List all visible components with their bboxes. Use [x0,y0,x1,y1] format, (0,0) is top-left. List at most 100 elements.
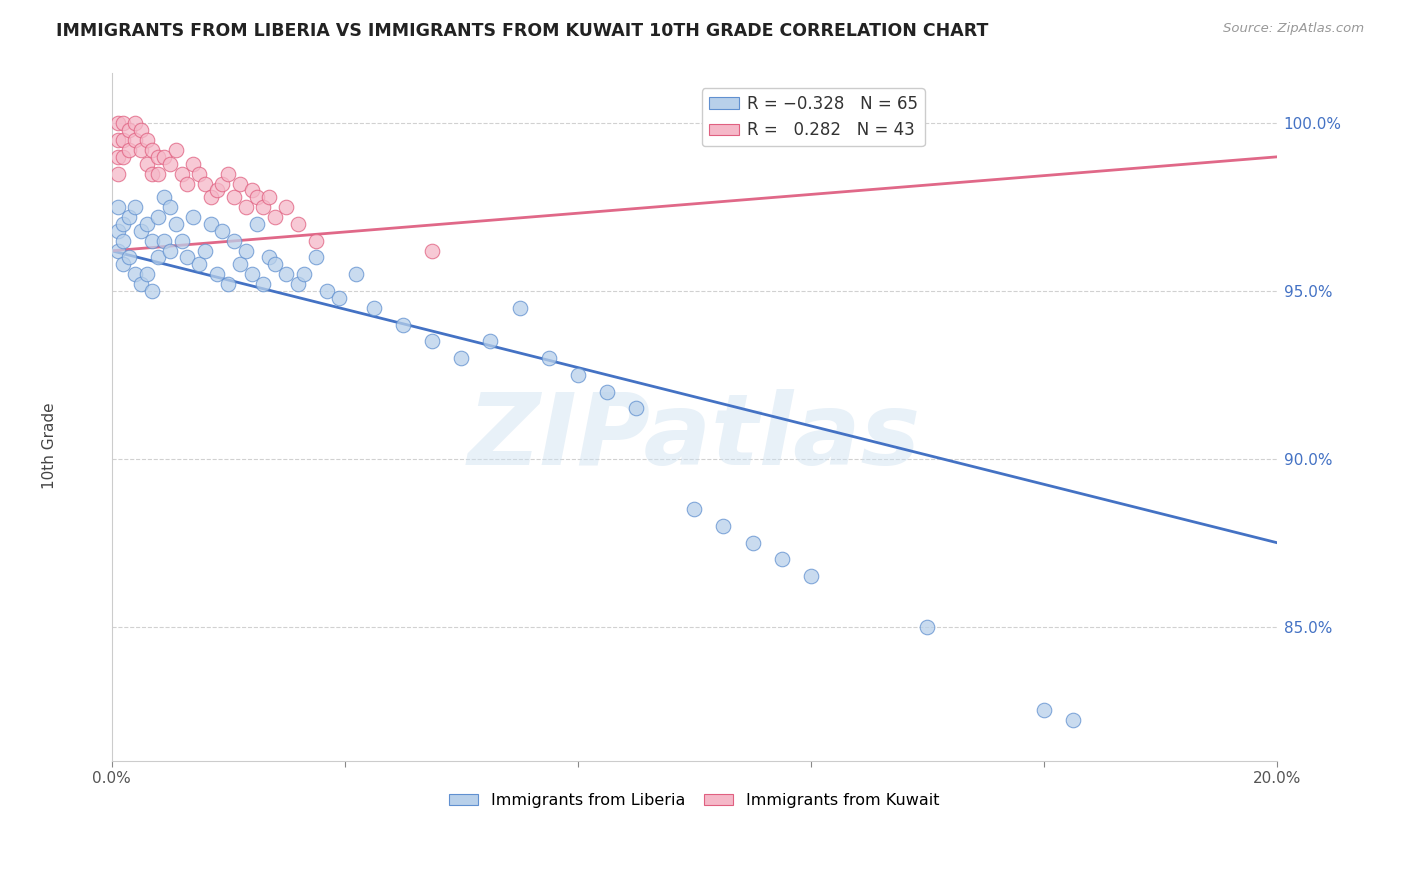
Point [363,301,385,315]
Point [537,351,560,366]
Point [153,234,176,248]
Point [246,217,269,231]
Point [770,552,793,566]
Point [148,167,170,181]
Point [222,190,245,204]
Point [135,267,157,281]
Point [217,167,239,181]
Point [141,167,163,181]
Point [176,177,198,191]
Point [304,234,326,248]
Point [683,502,706,516]
Point [112,133,135,147]
Point [508,301,530,315]
Point [252,277,274,292]
Point [246,190,269,204]
Point [276,200,298,214]
Point [170,167,193,181]
Point [276,267,298,281]
Point [118,251,141,265]
Point [107,167,129,181]
Point [107,116,129,130]
Point [129,277,152,292]
Point [479,334,502,349]
Point [392,318,415,332]
Point [107,200,129,214]
Point [148,211,170,225]
Point [211,177,233,191]
Point [176,251,198,265]
Point [252,200,274,214]
Point [141,143,163,157]
Point [713,519,735,533]
Point [181,156,204,170]
Point [800,569,823,583]
Text: Source: ZipAtlas.com: Source: ZipAtlas.com [1223,22,1364,36]
Point [118,143,141,157]
Point [287,277,309,292]
Point [112,234,135,248]
Point [194,244,217,258]
Point [292,267,315,281]
Text: 10th Grade: 10th Grade [42,402,56,490]
Point [420,334,443,349]
Text: IMMIGRANTS FROM LIBERIA VS IMMIGRANTS FROM KUWAIT 10TH GRADE CORRELATION CHART: IMMIGRANTS FROM LIBERIA VS IMMIGRANTS FR… [56,22,988,40]
Point [165,143,187,157]
Point [165,217,187,231]
Point [205,183,228,197]
Point [159,156,181,170]
Point [194,177,217,191]
Point [287,217,309,231]
Point [257,190,280,204]
Point [107,244,129,258]
Point [1032,703,1054,717]
Point [148,251,170,265]
Point [200,217,222,231]
Point [741,535,763,549]
Legend: Immigrants from Liberia, Immigrants from Kuwait: Immigrants from Liberia, Immigrants from… [443,787,946,814]
Point [917,619,939,633]
Point [222,234,245,248]
Point [153,150,176,164]
Point [240,183,263,197]
Point [450,351,472,366]
Point [229,177,252,191]
Point [107,133,129,147]
Point [135,133,157,147]
Point [235,244,257,258]
Point [188,167,211,181]
Point [263,257,285,271]
Point [141,234,163,248]
Point [112,217,135,231]
Point [420,244,443,258]
Point [107,224,129,238]
Point [129,224,152,238]
Point [235,200,257,214]
Point [229,257,252,271]
Point [118,123,141,137]
Point [124,116,146,130]
Point [124,200,146,214]
Point [148,150,170,164]
Point [188,257,211,271]
Point [205,267,228,281]
Text: ZIPatlas: ZIPatlas [468,389,921,486]
Point [153,190,176,204]
Point [200,190,222,204]
Point [316,284,339,298]
Point [344,267,367,281]
Point [1062,714,1084,728]
Point [112,257,135,271]
Point [159,244,181,258]
Point [181,211,204,225]
Point [112,116,135,130]
Point [567,368,589,382]
Point [129,123,152,137]
Point [240,267,263,281]
Point [159,200,181,214]
Point [124,267,146,281]
Point [118,211,141,225]
Point [124,133,146,147]
Point [257,251,280,265]
Point [107,150,129,164]
